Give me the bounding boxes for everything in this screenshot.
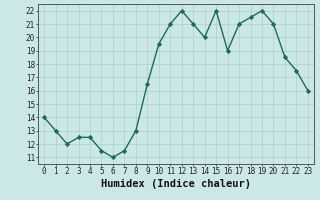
- X-axis label: Humidex (Indice chaleur): Humidex (Indice chaleur): [101, 179, 251, 189]
